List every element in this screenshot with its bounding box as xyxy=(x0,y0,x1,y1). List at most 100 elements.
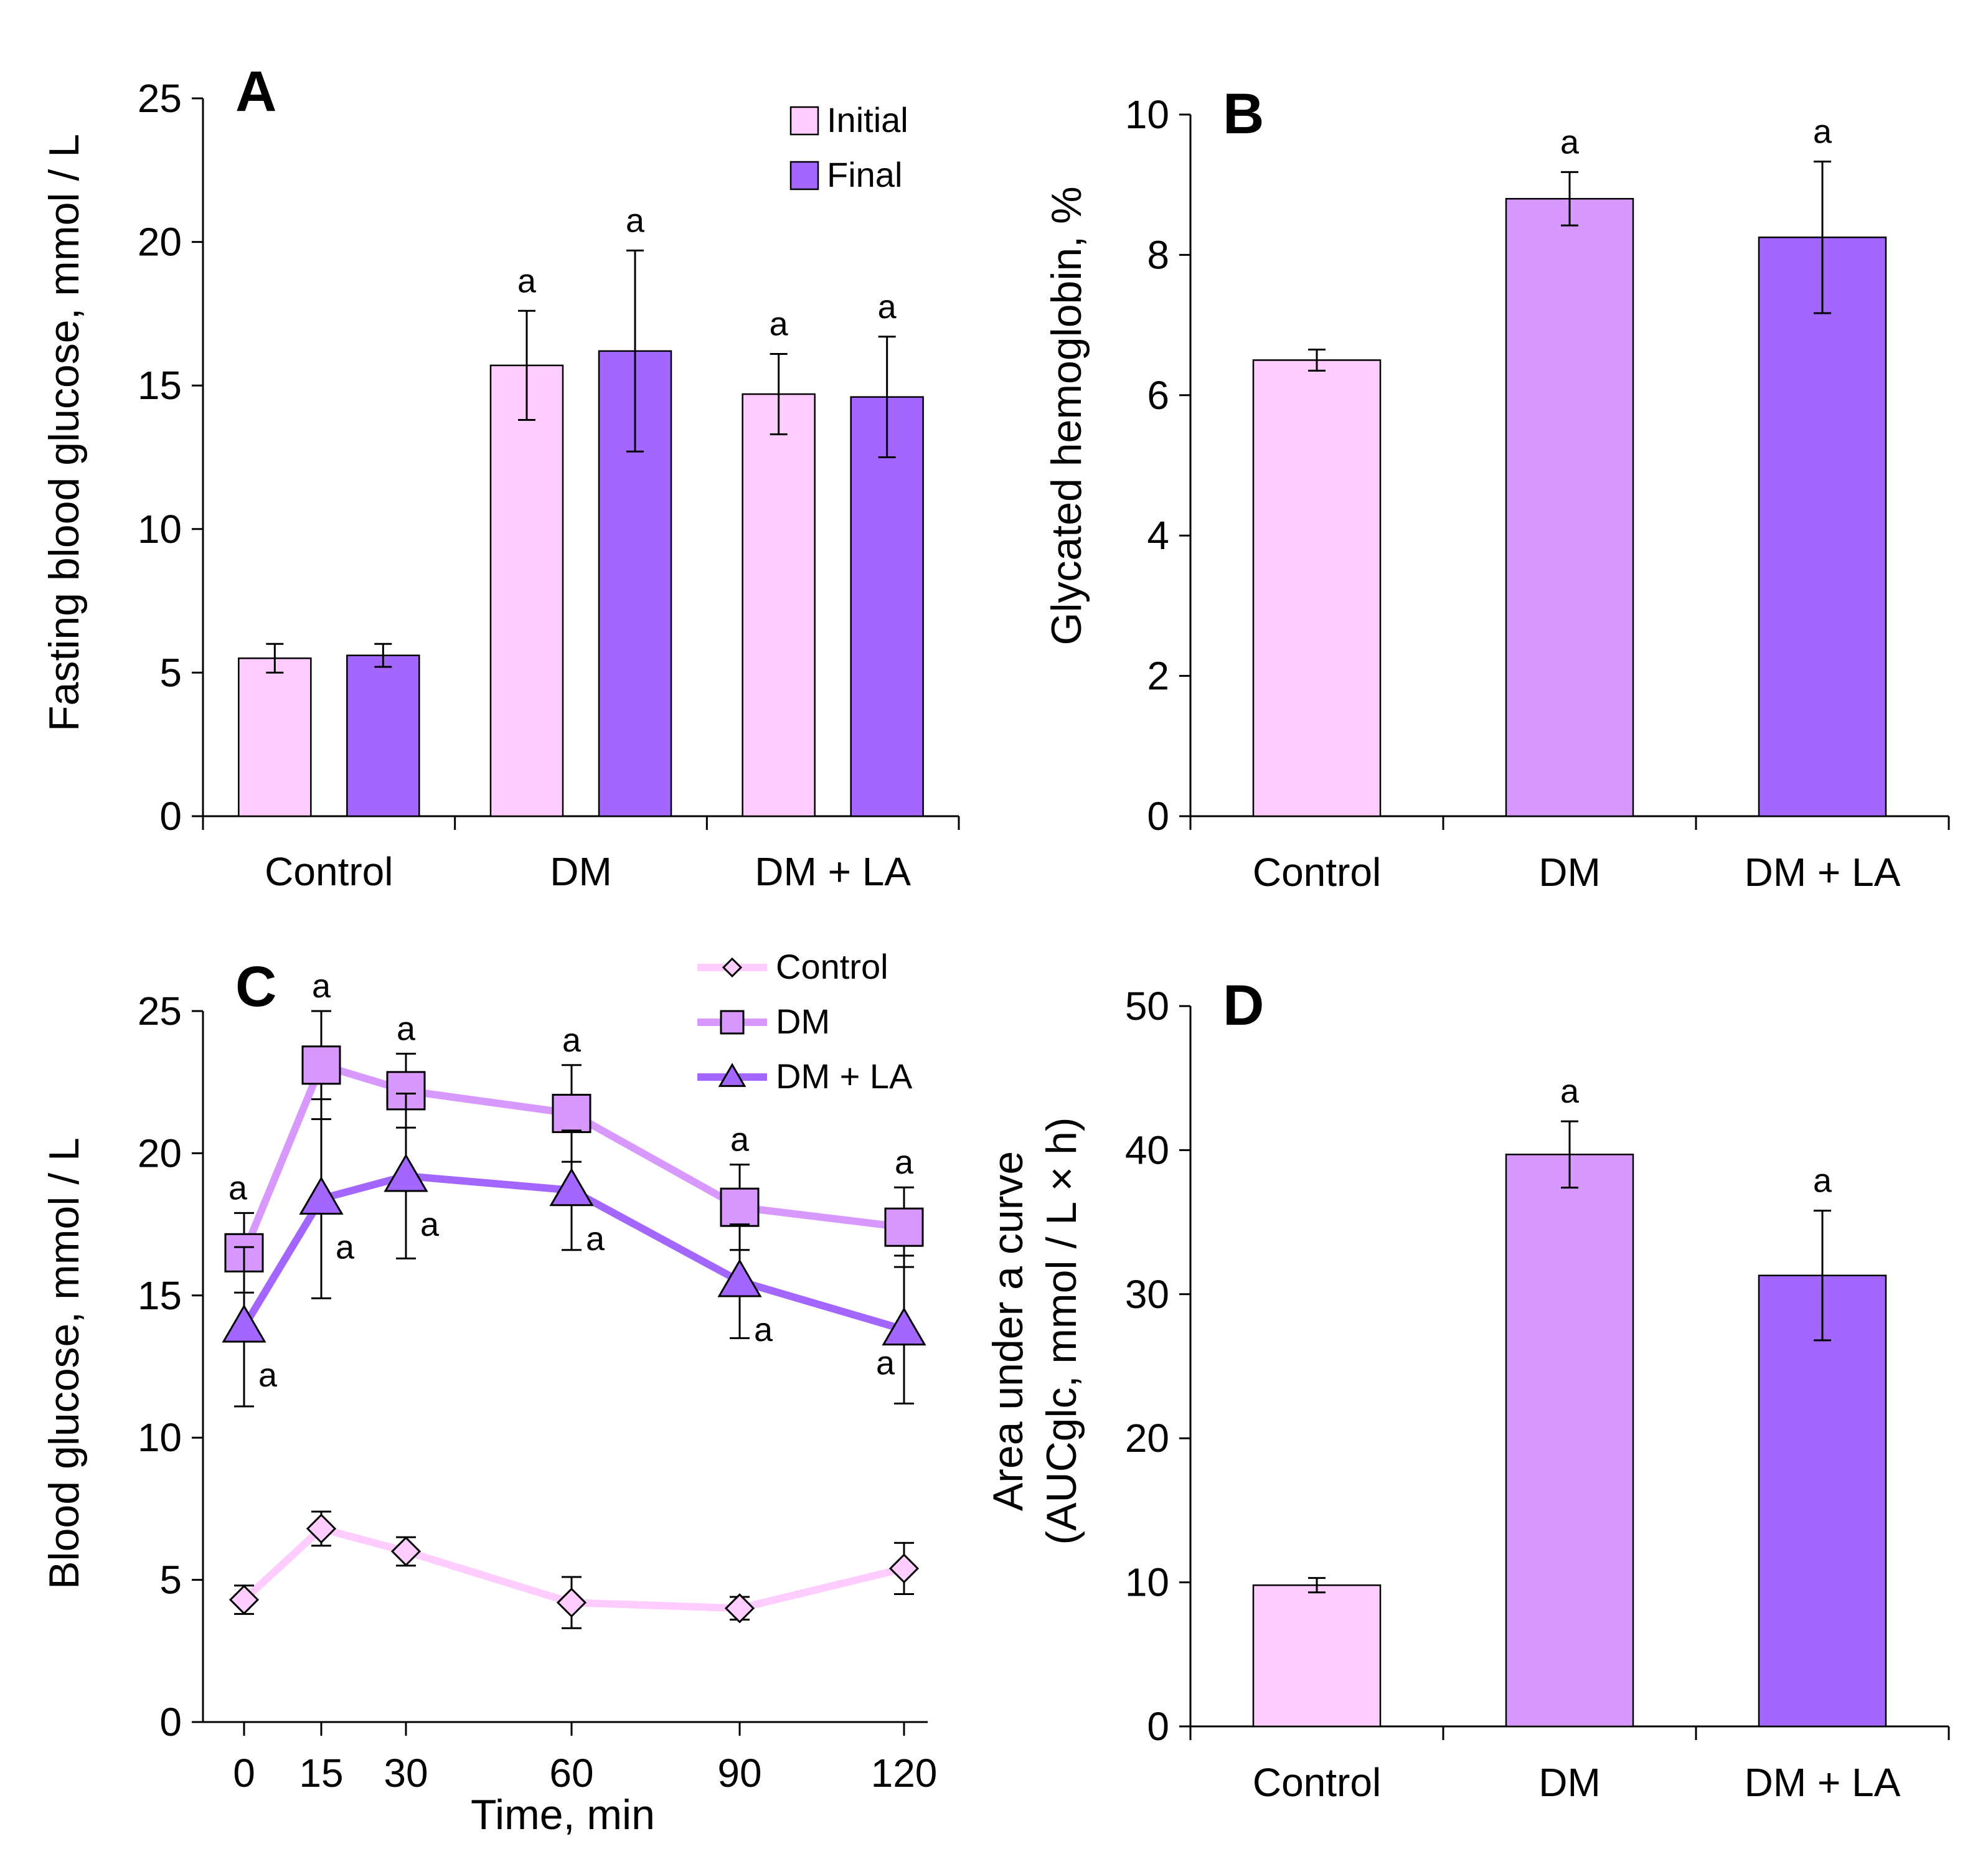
y-tick-label: 25 xyxy=(138,76,182,121)
x-tick-label: DM + LA xyxy=(755,849,911,894)
x-tick-label: 120 xyxy=(871,1751,938,1795)
panel-label: C xyxy=(235,955,276,1019)
data-point xyxy=(552,1093,591,1133)
y-tick-label: 40 xyxy=(1125,1127,1169,1172)
data-point xyxy=(882,1307,926,1346)
legend-marker xyxy=(720,1010,745,1035)
significance-label: a xyxy=(895,1144,914,1181)
legend-label: DM + LA xyxy=(776,1057,913,1096)
y-tick-label: 20 xyxy=(138,220,182,265)
x-tick-label: 60 xyxy=(549,1751,593,1795)
data-point xyxy=(720,1187,760,1227)
significance-label: a xyxy=(730,1121,750,1159)
panel-c: 0 5 10 15 20 25 0 15 30 60 90 120 Time, min Blood glu… xyxy=(40,947,937,1838)
y-tick-label: 20 xyxy=(138,1131,182,1175)
legend-marker xyxy=(722,957,743,978)
significance-label: a xyxy=(1560,1073,1580,1110)
y-axis-label: Fasting blood glucose, mmol / L xyxy=(40,134,88,732)
bar xyxy=(1505,197,1634,817)
data-point xyxy=(299,1176,344,1215)
data-point xyxy=(390,1536,422,1567)
y-axis-label: Glycated hemoglobin, % xyxy=(1043,186,1090,645)
data-point xyxy=(384,1153,428,1192)
panel-d: 0 10 20 30 40 50 Control a DM a DM + LA D Area under… xyxy=(984,974,1950,1805)
bar-final xyxy=(346,654,420,817)
series-line xyxy=(241,1525,905,1612)
legend-label: DM xyxy=(776,1002,830,1041)
y-tick-label: 0 xyxy=(159,794,182,839)
bar xyxy=(1505,1154,1634,1728)
significance-label: a xyxy=(876,1345,895,1382)
x-tick-label: Control xyxy=(265,849,393,894)
significance-label: a xyxy=(1813,113,1832,151)
x-tick-label: 30 xyxy=(384,1751,428,1795)
significance-label: a xyxy=(878,288,897,326)
y-tick-label: 0 xyxy=(159,1700,182,1744)
y-tick-label: 10 xyxy=(1125,92,1169,137)
significance-label: a xyxy=(770,305,789,342)
y-tick-label: 50 xyxy=(1125,984,1169,1028)
y-tick-label: 10 xyxy=(138,1415,182,1460)
bar-final xyxy=(850,396,924,817)
y-tick-label: 5 xyxy=(159,1558,182,1603)
significance-label: a xyxy=(562,1022,582,1059)
data-point xyxy=(549,1167,594,1207)
legend-swatch xyxy=(789,161,819,191)
y-tick-label: 4 xyxy=(1147,513,1169,558)
series-control xyxy=(228,1510,920,1629)
x-tick-label: DM xyxy=(1538,1760,1601,1805)
y-tick-label: 2 xyxy=(1147,654,1169,699)
y-tick-label: 0 xyxy=(1147,794,1169,839)
data-point xyxy=(222,1304,266,1343)
y-tick-label: 15 xyxy=(138,1273,182,1318)
panel-label: B xyxy=(1223,82,1264,146)
data-point xyxy=(888,1553,920,1584)
significance-label: a xyxy=(586,1220,605,1258)
data-point xyxy=(884,1207,924,1247)
y-tick-label: 8 xyxy=(1147,232,1169,277)
bar-initial xyxy=(742,393,816,817)
data-point xyxy=(556,1588,587,1618)
series-line xyxy=(240,1172,905,1334)
x-tick-label: DM xyxy=(1538,850,1601,895)
y-tick-label: 15 xyxy=(138,363,182,408)
x-tick-label: DM + LA xyxy=(1745,850,1901,895)
data-point xyxy=(717,1258,762,1297)
data-point xyxy=(301,1045,341,1085)
y-tick-label: 25 xyxy=(138,989,182,1033)
legend-swatch xyxy=(789,106,819,136)
x-tick-label: DM xyxy=(550,849,612,894)
y-tick-label: 6 xyxy=(1147,373,1169,418)
x-tick-label: Control xyxy=(1253,1760,1381,1805)
y-tick-label: 10 xyxy=(138,507,182,552)
y-tick-label: 10 xyxy=(1125,1560,1169,1605)
x-axis-label: Time, min xyxy=(471,1791,655,1838)
data-point xyxy=(724,1593,755,1624)
data-point xyxy=(228,1584,260,1615)
panel-label: A xyxy=(235,60,276,123)
x-tick-label: 15 xyxy=(299,1751,343,1795)
series-dm-la: a a a a a a xyxy=(222,1092,926,1408)
significance-label: a xyxy=(517,262,537,299)
legend-label: Initial xyxy=(827,100,908,139)
x-tick-label: 90 xyxy=(717,1751,761,1795)
bar xyxy=(1252,1584,1382,1728)
significance-label: a xyxy=(420,1206,440,1243)
y-tick-label: 0 xyxy=(1147,1704,1169,1749)
y-axis-label: Blood glucose, mmol / L xyxy=(40,1137,88,1589)
significance-label: a xyxy=(336,1228,355,1266)
legend-label: Final xyxy=(827,155,902,194)
x-tick-label: 0 xyxy=(233,1751,255,1795)
bar-initial xyxy=(238,657,312,817)
panel-a: 0 5 10 15 20 25 Control a a DM a a DM + LA Fasting bl… xyxy=(40,60,960,894)
x-tick-label: DM + LA xyxy=(1745,1760,1901,1805)
x-tick-label: Control xyxy=(1253,850,1381,895)
significance-label: a xyxy=(228,1169,248,1207)
significance-label: a xyxy=(626,202,645,239)
significance-label: a xyxy=(258,1357,278,1394)
bar xyxy=(1758,1274,1887,1728)
bar-final xyxy=(598,350,672,817)
data-point xyxy=(306,1513,337,1544)
significance-label: a xyxy=(1560,123,1580,161)
